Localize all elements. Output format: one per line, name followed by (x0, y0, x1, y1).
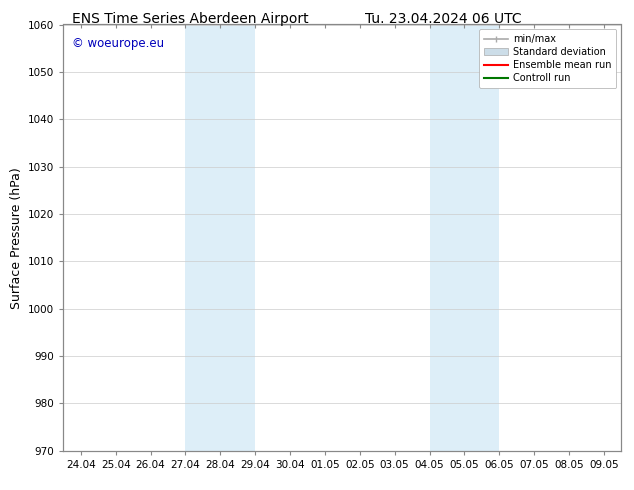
Bar (429, 24, 500, 451)
Text: © woeurope.eu: © woeurope.eu (72, 37, 164, 50)
Text: ENS Time Series Aberdeen Airport: ENS Time Series Aberdeen Airport (72, 12, 309, 26)
Legend: min/max, Standard deviation, Ensemble mean run, Controll run: min/max, Standard deviation, Ensemble me… (479, 29, 616, 88)
Text: Tu. 23.04.2024 06 UTC: Tu. 23.04.2024 06 UTC (365, 12, 522, 26)
Y-axis label: Surface Pressure (hPa): Surface Pressure (hPa) (10, 167, 23, 309)
Bar (185, 24, 255, 451)
